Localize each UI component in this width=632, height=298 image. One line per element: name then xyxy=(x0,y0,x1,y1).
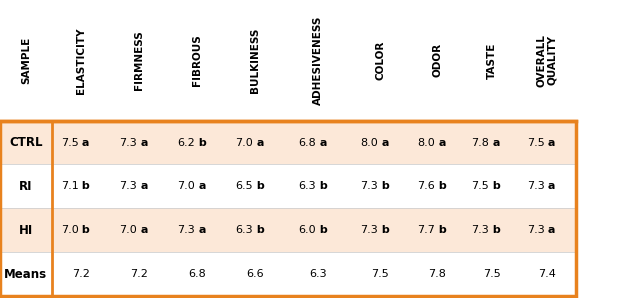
Text: b: b xyxy=(378,225,390,235)
Text: SAMPLE: SAMPLE xyxy=(21,37,31,84)
Text: 7.5: 7.5 xyxy=(471,181,489,191)
Text: HI: HI xyxy=(19,224,33,237)
Text: 7.0: 7.0 xyxy=(119,225,137,235)
Text: a: a xyxy=(253,138,264,148)
Text: a: a xyxy=(489,138,501,148)
Text: b: b xyxy=(253,225,265,235)
Text: 7.1: 7.1 xyxy=(61,181,78,191)
Text: 7.0: 7.0 xyxy=(235,138,253,148)
Text: 7.5: 7.5 xyxy=(483,269,501,279)
Text: 7.3: 7.3 xyxy=(360,181,378,191)
Bar xyxy=(0,252,576,296)
Text: b: b xyxy=(435,225,447,235)
Text: a: a xyxy=(78,138,90,148)
Text: 7.3: 7.3 xyxy=(471,225,489,235)
Text: 7.8: 7.8 xyxy=(471,138,489,148)
Text: ADHESIVENESS: ADHESIVENESS xyxy=(313,16,323,105)
Text: 7.2: 7.2 xyxy=(72,269,90,279)
Text: a: a xyxy=(137,225,148,235)
Text: 7.5: 7.5 xyxy=(526,138,544,148)
Text: b: b xyxy=(195,138,207,148)
Text: a: a xyxy=(378,138,389,148)
Text: FIRMNESS: FIRMNESS xyxy=(134,30,144,90)
Text: ODOR: ODOR xyxy=(432,43,442,77)
Text: 7.0: 7.0 xyxy=(177,181,195,191)
Text: 6.2: 6.2 xyxy=(177,138,195,148)
Text: 7.3: 7.3 xyxy=(119,181,137,191)
Text: 6.3: 6.3 xyxy=(298,181,315,191)
Text: 7.8: 7.8 xyxy=(428,269,446,279)
Text: b: b xyxy=(78,181,90,191)
Text: ELASTICITY: ELASTICITY xyxy=(76,27,86,94)
Text: 7.6: 7.6 xyxy=(417,181,435,191)
Text: b: b xyxy=(435,181,447,191)
Text: b: b xyxy=(253,181,265,191)
Text: 7.3: 7.3 xyxy=(119,138,137,148)
Text: a: a xyxy=(195,225,206,235)
Bar xyxy=(0,208,576,252)
Text: b: b xyxy=(378,181,390,191)
Text: FIBROUS: FIBROUS xyxy=(192,35,202,86)
Text: COLOR: COLOR xyxy=(375,41,386,80)
Text: 7.2: 7.2 xyxy=(130,269,148,279)
Text: b: b xyxy=(315,181,327,191)
Text: b: b xyxy=(489,225,501,235)
Text: b: b xyxy=(78,225,90,235)
Bar xyxy=(0,164,576,208)
Text: 7.3: 7.3 xyxy=(177,225,195,235)
Text: Means: Means xyxy=(4,268,47,280)
Text: 7.3: 7.3 xyxy=(360,225,378,235)
Text: a: a xyxy=(544,138,556,148)
Text: a: a xyxy=(435,138,446,148)
Text: 7.3: 7.3 xyxy=(526,181,544,191)
Text: 7.3: 7.3 xyxy=(526,225,544,235)
Bar xyxy=(0,121,576,164)
Text: 7.7: 7.7 xyxy=(417,225,435,235)
Text: b: b xyxy=(489,181,501,191)
Text: a: a xyxy=(315,138,327,148)
Text: OVERALL
QUALITY: OVERALL QUALITY xyxy=(537,34,557,87)
Bar xyxy=(0,121,576,296)
Text: BULKINESS: BULKINESS xyxy=(250,28,260,93)
Text: a: a xyxy=(544,225,556,235)
Text: 6.8: 6.8 xyxy=(188,269,206,279)
Text: 6.5: 6.5 xyxy=(235,181,253,191)
Text: 8.0: 8.0 xyxy=(360,138,378,148)
Text: TASTE: TASTE xyxy=(487,42,497,79)
Text: 7.4: 7.4 xyxy=(538,269,556,279)
Text: 8.0: 8.0 xyxy=(417,138,435,148)
Text: 7.5: 7.5 xyxy=(61,138,78,148)
Text: b: b xyxy=(315,225,327,235)
Text: 6.8: 6.8 xyxy=(298,138,315,148)
Text: CTRL: CTRL xyxy=(9,136,43,149)
Text: 6.3: 6.3 xyxy=(310,269,327,279)
Text: a: a xyxy=(195,181,206,191)
Text: a: a xyxy=(137,138,148,148)
Text: RI: RI xyxy=(19,180,33,193)
Text: 6.0: 6.0 xyxy=(298,225,315,235)
Text: 7.0: 7.0 xyxy=(61,225,78,235)
Text: a: a xyxy=(544,181,556,191)
Text: 6.6: 6.6 xyxy=(246,269,264,279)
Text: a: a xyxy=(137,181,148,191)
Text: 7.5: 7.5 xyxy=(372,269,389,279)
Text: 6.3: 6.3 xyxy=(235,225,253,235)
